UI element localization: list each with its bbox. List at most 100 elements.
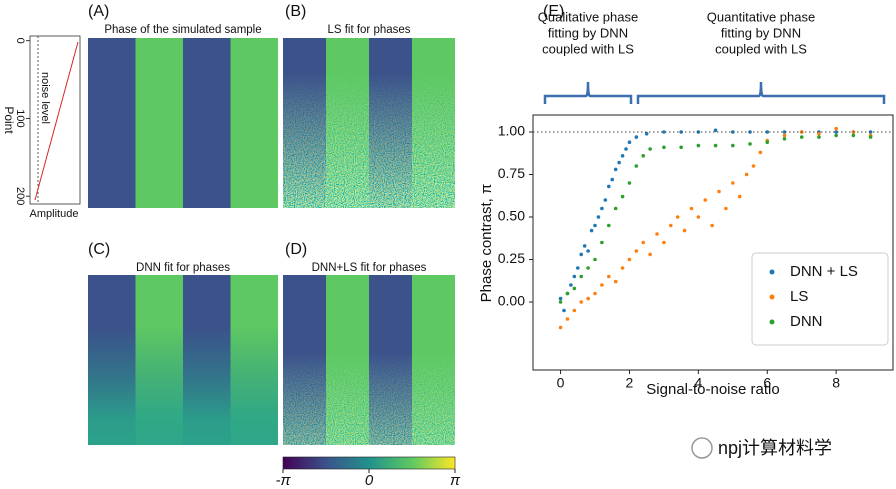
point (782, 137, 787, 141)
legend-label: LS (790, 288, 808, 305)
point (572, 308, 577, 313)
point (713, 143, 718, 148)
point (575, 266, 580, 270)
point (613, 279, 618, 284)
legend-label: DNN + LS (790, 263, 858, 280)
point (586, 296, 590, 301)
legend-label: DNN (790, 313, 823, 330)
point (620, 154, 625, 158)
point (603, 198, 608, 202)
point (731, 130, 735, 134)
point (668, 223, 673, 228)
point (868, 130, 873, 134)
legend-marker (769, 319, 775, 325)
y-axis-label: Phase contrast, π (478, 184, 495, 303)
point (596, 215, 601, 219)
point (613, 206, 618, 211)
point (634, 135, 639, 139)
point (558, 296, 563, 301)
point (627, 181, 632, 185)
point (834, 130, 838, 134)
point (620, 266, 625, 270)
point (648, 147, 652, 151)
point (765, 130, 770, 134)
point (627, 140, 632, 144)
point (606, 274, 611, 279)
inset-frame (29, 35, 81, 205)
point (655, 232, 659, 236)
image-c-blur (88, 275, 278, 445)
inset-tick-label: 200 (14, 187, 26, 205)
point (744, 172, 749, 177)
point (731, 181, 735, 185)
x-tick-label: 4 (694, 375, 702, 391)
point (717, 189, 721, 194)
point (644, 131, 649, 136)
inset-ylabel: Point (2, 106, 16, 134)
inset-line (34, 41, 79, 201)
annotation: fitting by DNN (548, 25, 628, 40)
x-tick-label: 6 (763, 375, 771, 391)
point (710, 223, 714, 228)
point (799, 135, 804, 139)
panel-title: DNN+LS fit for phases (312, 262, 427, 274)
point (569, 283, 573, 287)
inset-xlabel: Amplitude (30, 208, 79, 220)
point (634, 164, 639, 168)
point (817, 131, 821, 136)
inset-tick-label: 100 (14, 109, 26, 127)
point (696, 143, 701, 148)
point (696, 215, 701, 219)
panel-title: LS fit for phases (327, 24, 410, 36)
point (737, 194, 742, 199)
point (593, 257, 597, 262)
panel-label: (C) (88, 241, 110, 258)
panel-label: (E) (543, 3, 564, 20)
inset-tick-label: 0 (14, 38, 26, 44)
point (613, 167, 618, 172)
annotation: Quantitative phase (707, 9, 815, 24)
legend (751, 252, 889, 346)
point (765, 140, 770, 144)
annotation: coupled with LS (542, 41, 634, 56)
annotation: fitting by DNN (721, 25, 801, 40)
image-b-noise (283, 38, 455, 208)
y-tick-label: 0.75 (498, 165, 525, 181)
point (606, 184, 611, 189)
point (662, 240, 666, 245)
point (731, 143, 735, 148)
point (606, 223, 611, 228)
point (593, 223, 597, 228)
point (682, 228, 687, 233)
colorbar-tick-label: 0 (365, 472, 374, 489)
point (589, 228, 594, 233)
point (610, 177, 615, 182)
x-tick-label: 8 (832, 375, 840, 391)
point (565, 291, 570, 296)
point (624, 147, 628, 151)
point (834, 126, 838, 131)
brace-right (636, 81, 886, 104)
point (600, 206, 604, 211)
point (868, 135, 873, 139)
point (579, 252, 584, 257)
point (582, 244, 587, 248)
y-tick-label: 0.25 (498, 250, 525, 266)
point (579, 274, 584, 279)
point (758, 150, 763, 155)
point (558, 325, 563, 330)
watermark: npj计算材料学 (718, 438, 832, 458)
point (620, 194, 625, 199)
point (675, 215, 680, 219)
x-axis-label: Signal-to-noise ratio (646, 381, 779, 398)
point (600, 240, 604, 245)
legend-marker (769, 269, 775, 275)
point (817, 135, 821, 139)
point (572, 286, 577, 291)
point (617, 160, 621, 165)
x-tick-label: 2 (626, 375, 634, 391)
point (641, 154, 646, 158)
point (662, 130, 666, 134)
watermark-icon (691, 437, 713, 459)
